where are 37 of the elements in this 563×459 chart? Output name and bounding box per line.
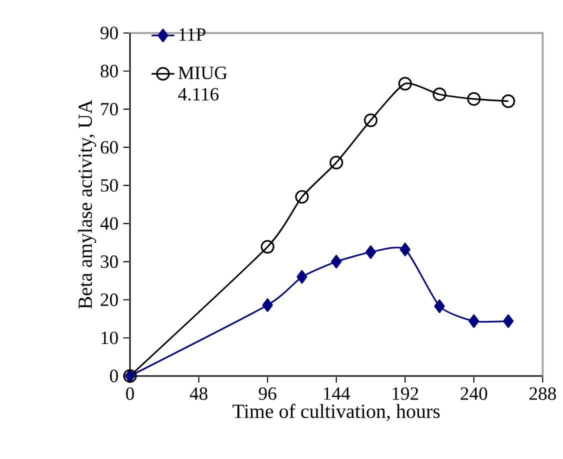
y-tick-label: 10 — [102, 332, 118, 344]
point — [400, 242, 410, 256]
x-tick-label: 192 — [392, 387, 418, 400]
y-tick-label: 70 — [101, 102, 118, 116]
point — [501, 94, 516, 108]
y-tick-label: 20 — [100, 293, 118, 306]
point — [432, 88, 446, 102]
x-tick-label: 96 — [258, 387, 276, 400]
x-tick-label: 144 — [324, 387, 350, 400]
y-axis-title: Beta amylase activity, UA — [78, 100, 96, 309]
point — [434, 299, 445, 314]
x-tick-label: 288 — [529, 387, 556, 400]
point — [330, 156, 344, 170]
point — [468, 314, 480, 328]
y-tick-label: 50 — [101, 179, 118, 192]
point — [260, 240, 274, 254]
legend-label: 11P — [179, 28, 206, 41]
point — [365, 245, 376, 259]
point — [331, 254, 342, 268]
point — [296, 270, 308, 284]
y-tick-label: 80 — [100, 64, 118, 78]
y-tick-label: 0 — [110, 370, 118, 382]
y-tick-label: 60 — [100, 141, 118, 154]
point — [364, 113, 378, 128]
x-axis-title: Time of cultivation, hours — [232, 404, 440, 421]
x-tick-label: 0 — [126, 387, 134, 400]
point — [467, 92, 481, 106]
point — [262, 298, 273, 312]
point — [502, 314, 514, 328]
y-tick-label: 30 — [100, 255, 118, 268]
x-tick-label: 240 — [460, 387, 488, 400]
point — [295, 190, 309, 204]
point — [398, 76, 412, 90]
x-tick-label: 48 — [190, 387, 208, 400]
y-tick-label: 40 — [100, 217, 118, 230]
y-tick-label: 90 — [100, 26, 118, 40]
legend-label: MIUG 4.116 — [178, 66, 227, 101]
